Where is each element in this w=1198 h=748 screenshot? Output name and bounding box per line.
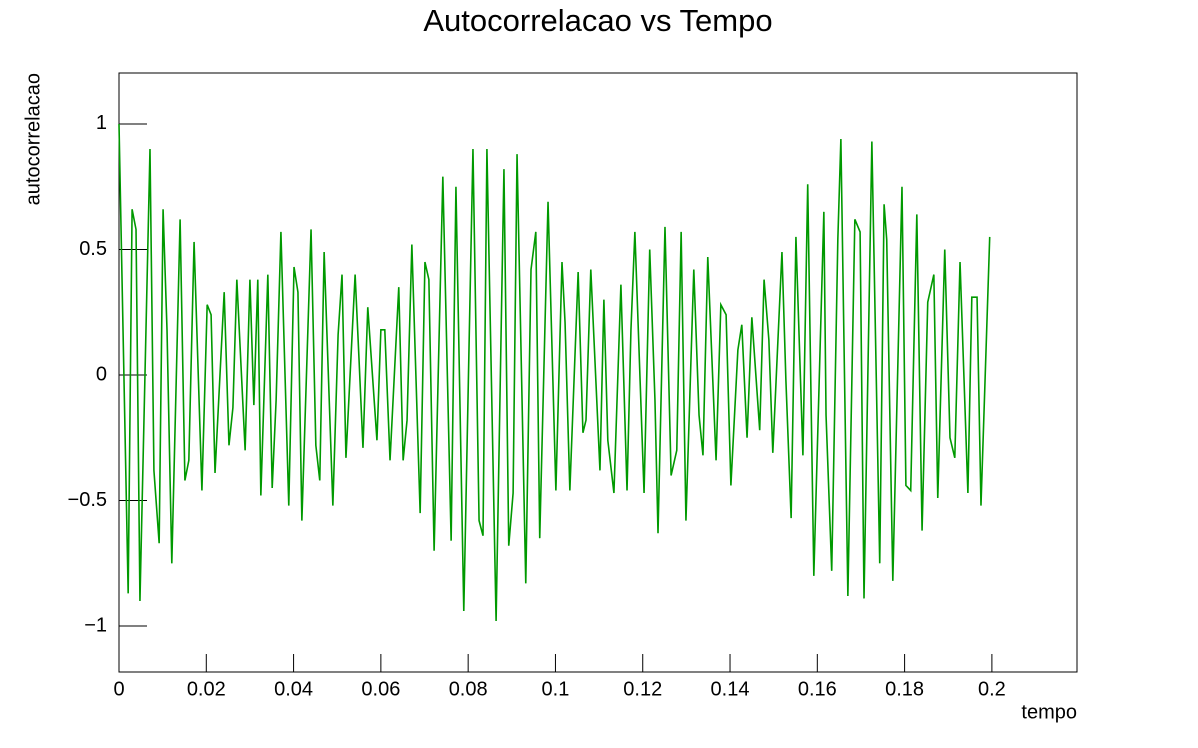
x-tick-label: 0.14 [711, 678, 750, 700]
x-tick-label: 0.04 [274, 678, 313, 700]
chart-title: Autocorrelacao vs Tempo [423, 3, 772, 38]
x-axis-label: tempo [1021, 701, 1077, 723]
plot-frame [118, 72, 1078, 673]
x-tick-label: 0.02 [187, 678, 226, 700]
y-tick-label: −1 [84, 614, 107, 636]
y-tick-label: 0 [96, 363, 107, 385]
y-axis-label: autocorrelacao [22, 73, 44, 205]
y-tick-label: 1 [96, 112, 107, 134]
y-tick-label: −0.5 [68, 489, 107, 511]
x-tick-label: 0.08 [449, 678, 488, 700]
x-tick-label: 0.1 [542, 678, 570, 700]
x-tick-label: 0.12 [623, 678, 662, 700]
x-tick-label: 0.2 [978, 678, 1006, 700]
x-tick-label: 0 [113, 678, 124, 700]
x-tick-label: 0.16 [798, 678, 837, 700]
y-tick-label: 0.5 [79, 238, 107, 260]
data-line [118, 123, 991, 622]
x-tick-label: 0.18 [885, 678, 924, 700]
x-tick-label: 0.06 [361, 678, 400, 700]
